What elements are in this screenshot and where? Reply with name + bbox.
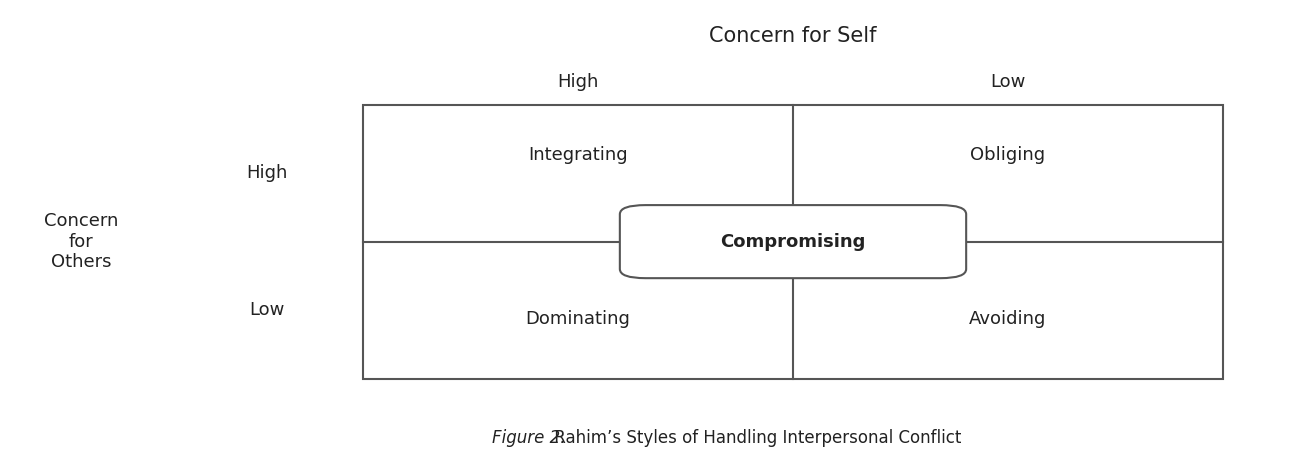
Text: Rahim’s Styles of Handling Interpersonal Conflict: Rahim’s Styles of Handling Interpersonal… — [549, 429, 962, 447]
FancyBboxPatch shape — [620, 205, 966, 278]
Text: High: High — [558, 73, 599, 91]
Bar — [363, 105, 1223, 379]
Text: Obliging: Obliging — [971, 146, 1046, 164]
Text: Dominating: Dominating — [525, 310, 630, 328]
Text: Concern for Self: Concern for Self — [709, 26, 877, 46]
Text: Figure 2.: Figure 2. — [492, 429, 565, 447]
Text: Low: Low — [990, 73, 1025, 91]
Text: Low: Low — [249, 301, 285, 319]
Text: Avoiding: Avoiding — [970, 310, 1047, 328]
Text: High: High — [247, 164, 288, 182]
Text: Concern
for
Others: Concern for Others — [44, 212, 119, 272]
Text: Compromising: Compromising — [720, 232, 866, 251]
Text: Integrating: Integrating — [528, 146, 627, 164]
